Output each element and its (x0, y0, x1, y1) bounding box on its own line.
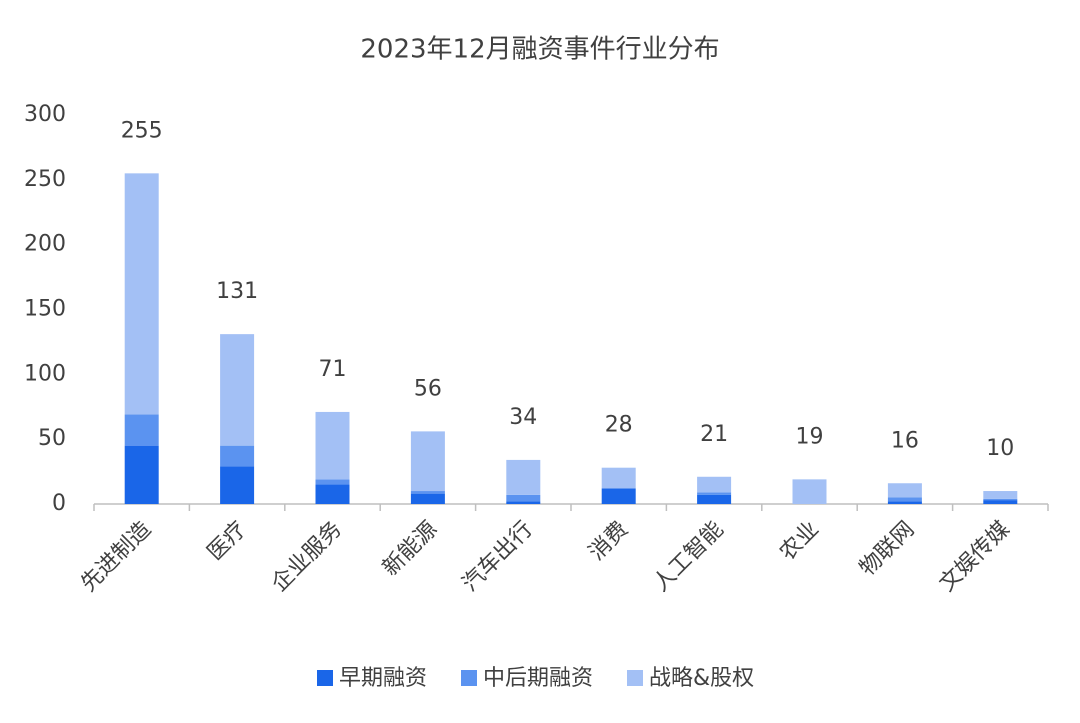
legend-swatch (461, 670, 477, 686)
x-tick-label: 汽车出行 (458, 517, 538, 597)
bar-segment (601, 467, 636, 489)
x-tick-label: 先进制造 (76, 517, 156, 597)
x-tick-label: 新能源 (378, 517, 442, 581)
bar-segment (315, 484, 350, 504)
total-label: 10 (986, 436, 1014, 461)
legend-swatch (317, 670, 333, 686)
total-label: 28 (605, 413, 633, 438)
bar-segment (697, 492, 732, 495)
x-tick-label: 企业服务 (267, 517, 347, 597)
legend-label: 中后期融资 (483, 666, 593, 691)
y-tick-label: 0 (52, 491, 66, 516)
bar-segment (506, 501, 541, 504)
bar-segment (506, 459, 541, 495)
bar-segment (220, 445, 255, 467)
bar-segment (506, 494, 541, 502)
y-tick-label: 50 (38, 426, 66, 451)
bar-segment (887, 497, 922, 502)
y-tick-label: 150 (24, 297, 66, 322)
bar-segment (887, 501, 922, 504)
bar-segment (220, 334, 255, 446)
x-tick-label: 农业 (775, 517, 824, 566)
bar-segment (220, 466, 255, 504)
x-tick-label: 消费 (584, 517, 633, 566)
total-label: 34 (509, 405, 537, 430)
total-label: 131 (216, 279, 258, 304)
bar-segment (983, 498, 1018, 501)
bar-segment (315, 411, 350, 480)
y-tick-label: 300 (24, 102, 66, 127)
chart-title: 2023年12月融资事件行业分布 (360, 35, 719, 65)
bar-segment (983, 491, 1018, 499)
bar-segment (315, 479, 350, 485)
y-tick-label: 100 (24, 361, 66, 386)
legend-label: 早期融资 (339, 666, 427, 691)
total-label: 255 (121, 118, 163, 143)
total-label: 71 (319, 357, 347, 382)
y-tick-label: 250 (24, 167, 66, 192)
bar-segment (601, 488, 636, 504)
total-label: 56 (414, 376, 442, 401)
bar-segment (697, 494, 732, 504)
bar-segment (792, 479, 827, 504)
total-label: 16 (891, 428, 919, 453)
x-tick-label: 文娱传媒 (935, 517, 1015, 597)
legend-label: 战略&股权 (649, 666, 754, 691)
x-tick-label: 医疗 (203, 517, 252, 566)
bar-segment (410, 431, 445, 492)
bar-segment (410, 493, 445, 504)
x-tick-label: 物联网 (855, 517, 919, 581)
x-tick-label: 人工智能 (649, 517, 729, 597)
total-label: 21 (700, 422, 728, 447)
bar-segment (124, 414, 159, 446)
total-label: 19 (796, 424, 824, 449)
bar-segment (983, 500, 1018, 504)
bar-segment (124, 445, 159, 504)
legend-swatch (627, 670, 643, 686)
y-tick-label: 200 (24, 232, 66, 257)
bar-segment (124, 173, 159, 415)
bar-segment (410, 491, 445, 494)
bar-segment (887, 483, 922, 498)
bar-segment (697, 476, 732, 493)
